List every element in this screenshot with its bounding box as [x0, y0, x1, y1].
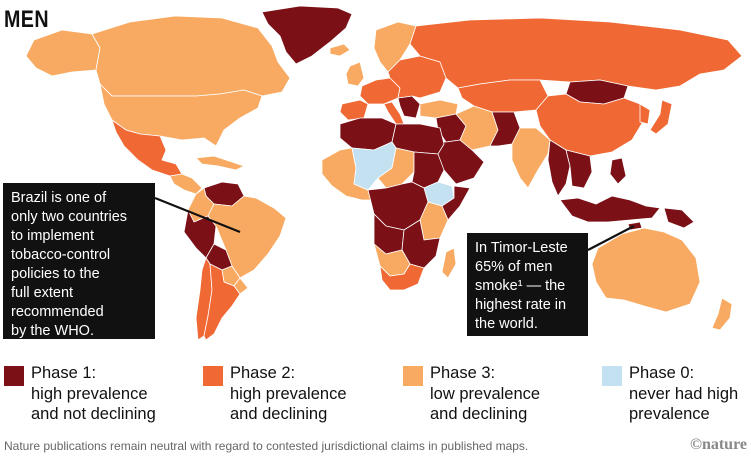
region-madagascar: [441, 247, 457, 279]
legend-swatch-phase3: [403, 366, 423, 386]
region-uk-ireland: [345, 61, 365, 87]
legend-label-line: high prevalence: [230, 384, 347, 403]
legend-label-phase1: Phase 1: high prevalence and not declining: [31, 363, 156, 425]
legend-swatch-phase1: [4, 366, 24, 386]
region-india: [511, 127, 551, 189]
map-title: MEN: [4, 6, 49, 33]
legend-label-line: and declining: [230, 405, 328, 423]
callout-timor-line: smoke¹ — the: [475, 278, 566, 294]
world-map: [25, 5, 743, 341]
region-iberia: [339, 99, 369, 121]
region-mexico: [111, 119, 183, 177]
callout-brazil-line: by the WHO.: [11, 323, 94, 339]
legend-label-phase2: Phase 2: high prevalence and declining: [230, 363, 347, 425]
callout-brazil-line: policies to the: [11, 266, 100, 282]
callout-brazil-line: tobacco-control: [11, 247, 111, 263]
region-alaska: [25, 29, 101, 77]
callout-brazil-line: Brazil is one of: [11, 190, 107, 206]
callout-timor-leste: In Timor-Leste 65% of men smoke¹ — the high…: [467, 233, 588, 336]
legend-label-line: Phase 3:: [430, 364, 496, 382]
region-australia: [591, 227, 701, 313]
legend-label-phase0: Phase 0: never had high prevalence: [629, 363, 738, 425]
legend-label-line: and not declining: [31, 405, 156, 423]
callout-timor-line: highest rate in: [475, 297, 567, 313]
callout-brazil-pointer: [154, 196, 241, 234]
region-afghanistan-pakistan: [489, 111, 521, 147]
legend-label-line: high prevalence: [31, 384, 148, 403]
legend-label-line: low prevalence: [430, 384, 541, 403]
legend-label-line: prevalence: [629, 405, 710, 423]
legend-label-line: Phase 1:: [31, 364, 97, 382]
callout-brazil: Brazil is one of only two countries to imp…: [3, 183, 155, 339]
region-chad: [377, 147, 415, 189]
legend-label-line: Phase 0:: [629, 364, 695, 382]
region-caribbean: [195, 155, 245, 171]
region-argentina: [203, 263, 241, 341]
region-brazil: [207, 195, 287, 279]
callout-timor-line: 65% of men: [475, 259, 553, 275]
region-greenland: [261, 5, 353, 65]
callout-timor-pointer: [587, 225, 635, 251]
region-japan: [649, 99, 673, 135]
region-iceland: [329, 43, 351, 57]
region-south-africa: [379, 263, 425, 291]
region-korea: [639, 103, 651, 125]
nature-logo: ©nature: [690, 436, 747, 453]
callout-brazil-line: to implement: [11, 228, 95, 244]
footer-disclaimer: Nature publications remain neutral with …: [4, 439, 529, 453]
legend-label-phase3: Phase 3: low prevalence and declining: [430, 363, 540, 425]
legend-label-line: Phase 2:: [230, 364, 296, 382]
region-central-america: [169, 173, 203, 195]
region-indochina: [565, 149, 593, 189]
region-philippines: [609, 157, 627, 185]
region-russia: [409, 17, 743, 91]
legend-label-line: and declining: [430, 405, 528, 423]
region-papua-new-guinea: [663, 207, 695, 229]
region-new-zealand: [711, 297, 733, 331]
legend-label-line: never had high: [629, 384, 739, 403]
callout-brazil-line: full extent: [11, 285, 74, 301]
callout-timor-line: the world.: [475, 316, 538, 332]
region-balkans: [397, 95, 421, 119]
region-indonesia: [559, 195, 661, 223]
legend-swatch-phase0: [602, 366, 622, 386]
callout-timor-line: In Timor-Leste: [475, 240, 568, 256]
callout-brazil-line: only two countries: [11, 209, 128, 225]
callout-brazil-line: recommended: [11, 304, 104, 320]
legend-swatch-phase2: [203, 366, 223, 386]
region-canada: [91, 15, 291, 97]
